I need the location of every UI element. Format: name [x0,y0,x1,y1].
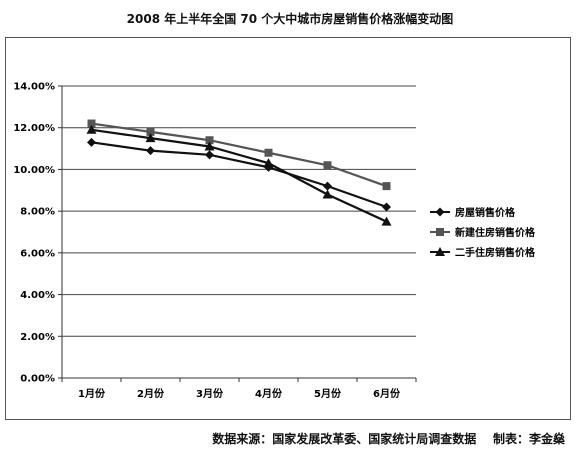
data-point [264,148,273,157]
legend-marker [435,247,445,256]
data-point [323,181,332,191]
series-lines [86,119,392,226]
series-1 [87,137,391,212]
x-tick-label: 4月份 [255,387,283,400]
chart-title: 2008 年上半年全国 70 个大中城市房屋销售价格涨幅变动图 [126,12,454,26]
x-tick-label: 3月份 [196,387,224,400]
data-point [205,136,214,145]
data-point [323,161,332,170]
data-point [87,137,96,147]
data-point [146,146,155,156]
series-line [91,122,387,188]
y-tick-label: 12.00% [13,123,55,134]
line-chart: 0.00% 2.00% 4.00% 6.00% 8.00% 10.00% 12.00% 14.… [13,82,536,401]
data-point [204,141,215,151]
y-tick-label: 2.00% [20,332,55,343]
legend-item: 新建住房销售价格 [430,226,536,239]
x-tick-label: 2月份 [137,387,165,400]
y-tick-label: 14.00% [13,82,55,93]
series-2 [87,119,391,191]
x-tick-labels: 1月份 2月份 3月份 4月份 5月份 6月份 [78,387,401,400]
legend-label: 新建住房销售价格 [455,226,536,239]
data-point [205,150,214,160]
legend-marker [436,228,444,236]
y-tick-label: 0.00% [20,374,55,385]
x-tick-label: 6月份 [373,387,401,400]
data-point [146,127,155,136]
y-tick-label: 6.00% [20,248,55,259]
data-point [382,182,391,191]
series-3 [86,124,392,226]
data-point [263,158,274,168]
data-point [322,189,333,199]
legend-marker [435,207,445,217]
source-note: 数据来源：国家发展改革委、国家统计局调查数据 制表：李金燊 [212,432,565,446]
grid-lines [58,85,417,382]
chart-frame [5,37,571,420]
data-point [382,202,391,212]
axes [61,86,416,379]
data-point [145,133,156,143]
legend-item: 二手住房销售价格 [430,246,536,259]
data-point [86,124,97,134]
legend-label: 二手住房销售价格 [455,246,536,259]
data-point [381,216,392,226]
series-line [91,128,387,223]
legend-item: 房屋销售价格 [430,206,516,219]
y-tick-label: 4.00% [20,290,55,301]
y-tick-label: 8.00% [20,207,55,218]
x-tick-label: 5月份 [314,387,342,400]
x-tick-label: 1月份 [78,387,106,400]
legend-label: 房屋销售价格 [455,206,516,219]
y-tick-labels: 0.00% 2.00% 4.00% 6.00% 8.00% 10.00% 12.00% 14.… [13,82,55,385]
series-line [91,141,387,209]
y-tick-label: 10.00% [13,165,55,176]
data-point [87,119,96,128]
